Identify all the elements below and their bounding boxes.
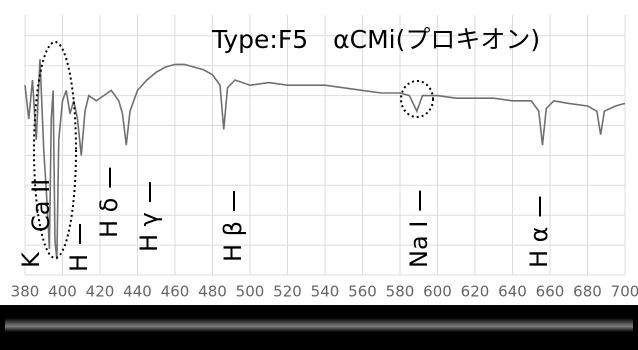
line-label: Na I: [405, 221, 433, 268]
x-tick-label: 560: [348, 283, 377, 301]
line-label: Ca II: [27, 179, 55, 232]
x-tick-label: 640: [498, 283, 527, 301]
line-label: H γ: [135, 212, 163, 252]
chart-title: Type:F5 αCMi(プロキオン): [211, 25, 540, 54]
x-tick-label: 400: [48, 283, 77, 301]
x-tick-label: 480: [198, 283, 227, 301]
line-label: H α: [525, 227, 553, 269]
line-label: H δ: [95, 198, 123, 238]
x-tick-label: 600: [423, 283, 452, 301]
line-label: K: [17, 251, 45, 268]
x-tick-label: 700: [611, 283, 638, 301]
x-tick-label: 540: [311, 283, 340, 301]
x-tick-label: 420: [86, 283, 115, 301]
x-tick-label: 620: [461, 283, 490, 301]
x-tick-label: 680: [573, 283, 602, 301]
spectrum-band: [5, 318, 633, 332]
x-tick-label: 520: [273, 283, 302, 301]
x-tick-label: 380: [11, 283, 40, 301]
x-tick-label: 580: [386, 283, 415, 301]
chart: 380 400 420 440 460 480 500 520 540 560 580 600 620 6…: [0, 0, 638, 350]
line-label: H β: [219, 221, 247, 262]
x-tick-label: 460: [161, 283, 190, 301]
line-label: H: [65, 254, 93, 272]
x-tick-label: 500: [236, 283, 265, 301]
x-tick-label: 440: [123, 283, 152, 301]
x-tick-label: 660: [536, 283, 565, 301]
